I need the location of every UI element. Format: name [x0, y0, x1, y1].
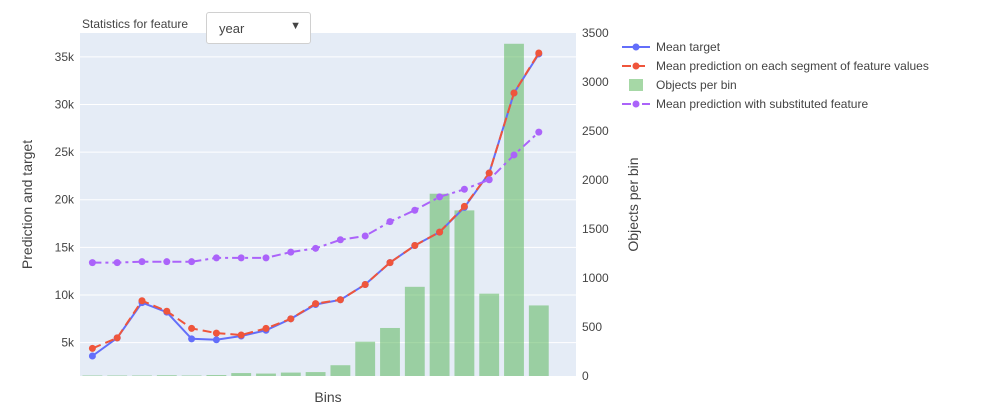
right-tick-label: 1000	[582, 271, 609, 285]
bar	[280, 372, 301, 376]
left-tick-label: 20k	[55, 193, 75, 207]
plot-background	[80, 33, 576, 376]
data-point	[237, 254, 245, 262]
left-axis-title: Prediction and target	[19, 140, 35, 269]
right-tick-label: 3000	[582, 75, 609, 89]
right-axis-title: Objects per bin	[625, 157, 641, 251]
bar	[479, 293, 500, 376]
data-point	[510, 89, 518, 97]
data-point	[88, 344, 96, 352]
data-point	[212, 336, 220, 344]
data-point	[163, 307, 171, 315]
legend-marker	[632, 43, 640, 51]
bar	[380, 327, 400, 376]
bar	[454, 210, 475, 376]
left-axis-ticks: 5k 10k 15k 20k 25k 30k 35k	[55, 50, 75, 350]
data-point	[262, 254, 270, 262]
bar	[404, 286, 425, 376]
data-point	[336, 296, 344, 304]
data-point	[386, 218, 394, 226]
right-tick-label: 500	[582, 320, 602, 334]
left-tick-label: 35k	[55, 50, 75, 64]
data-point	[386, 259, 394, 267]
data-point	[485, 169, 493, 177]
data-point	[188, 335, 196, 343]
data-point	[138, 297, 146, 305]
right-tick-label: 2500	[582, 124, 609, 138]
legend-label: Objects per bin	[656, 78, 737, 92]
bar	[256, 373, 276, 376]
bar	[305, 372, 326, 376]
x-axis-title: Bins	[314, 389, 341, 405]
feature-label: Statistics for feature	[82, 17, 189, 31]
right-tick-label: 2000	[582, 173, 609, 187]
data-point	[188, 258, 196, 266]
right-tick-label: 0	[582, 369, 589, 383]
data-point	[436, 193, 444, 201]
data-point	[411, 206, 419, 214]
data-point	[163, 258, 171, 266]
bars-layer	[82, 43, 549, 376]
data-point	[287, 315, 295, 323]
left-tick-label: 10k	[55, 288, 75, 302]
data-point	[361, 232, 369, 240]
data-point	[535, 49, 543, 57]
legend-item[interactable]: Mean target	[622, 40, 721, 54]
bar	[355, 341, 376, 376]
chevron-down-icon: ▼	[290, 20, 301, 32]
data-point	[287, 248, 295, 256]
data-point	[312, 244, 320, 252]
grid-lines	[80, 56, 576, 344]
legend-marker	[632, 100, 640, 108]
data-point	[312, 300, 320, 308]
bar	[231, 373, 252, 376]
data-point	[510, 151, 518, 159]
legend-label: Mean prediction on each segment of featu…	[656, 59, 929, 73]
bar	[156, 375, 177, 376]
left-tick-label: 5k	[61, 336, 75, 350]
bar	[528, 305, 549, 376]
data-point	[113, 259, 121, 267]
lines-layer	[88, 49, 543, 360]
legend-item[interactable]: Mean prediction with substituted feature	[622, 97, 868, 111]
data-point	[535, 128, 543, 136]
feature-select[interactable]: year ▼	[206, 12, 311, 44]
left-tick-label: 30k	[55, 97, 75, 111]
legend-swatch	[629, 79, 643, 91]
data-point	[460, 185, 468, 193]
bar	[429, 193, 450, 376]
data-point	[336, 236, 344, 244]
right-tick-label: 1500	[582, 222, 609, 236]
data-point	[113, 334, 121, 342]
legend-item[interactable]: Mean prediction on each segment of featu…	[622, 59, 929, 73]
data-point	[485, 176, 493, 184]
legend-label: Mean target	[656, 40, 721, 54]
legend-marker	[632, 62, 640, 70]
data-point	[188, 324, 196, 332]
left-tick-label: 15k	[55, 240, 75, 254]
bar	[206, 375, 227, 376]
data-point	[138, 258, 146, 266]
data-point	[88, 259, 96, 267]
data-point	[212, 254, 220, 262]
bar	[504, 43, 524, 376]
legend-item[interactable]: Objects per bin	[629, 78, 737, 92]
left-tick-label: 25k	[55, 145, 75, 159]
right-tick-label: 3500	[582, 26, 609, 40]
data-point	[88, 352, 96, 360]
data-point	[411, 241, 419, 249]
data-point	[237, 331, 245, 339]
legend-label: Mean prediction with substituted feature	[656, 97, 868, 111]
bar	[330, 365, 351, 376]
data-point	[436, 228, 444, 236]
right-axis-ticks: 0 500 1000 1500 2000 2500 3000 3500	[582, 26, 609, 383]
data-point	[460, 202, 468, 210]
data-point	[361, 281, 369, 289]
feature-select-value: year	[219, 21, 245, 36]
data-point	[262, 324, 270, 332]
legend[interactable]: Mean target Mean prediction on each segme…	[622, 40, 929, 111]
data-point	[212, 329, 220, 337]
